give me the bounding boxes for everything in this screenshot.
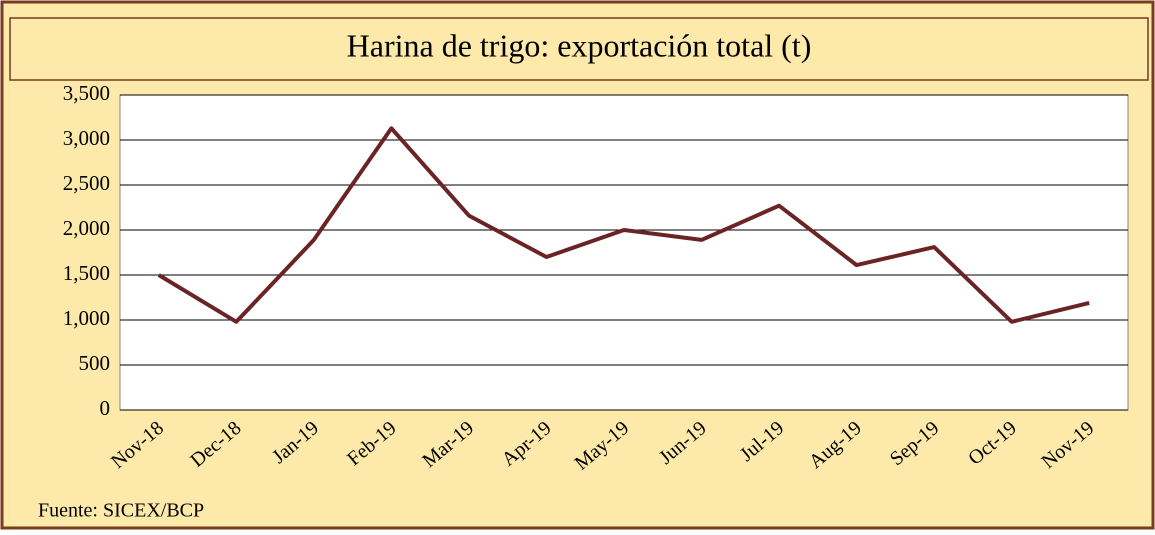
source-note: Fuente: SICEX/BCP [38, 500, 204, 522]
y-tick-label: 500 [79, 351, 111, 375]
y-tick-label: 3,500 [63, 81, 110, 105]
y-tick-label: 0 [100, 396, 111, 420]
title-box [9, 17, 1149, 81]
y-tick-label: 2,000 [63, 216, 110, 240]
y-tick-label: 1,000 [63, 306, 110, 330]
plot-area [119, 94, 1129, 411]
data-line [157, 126, 1090, 324]
y-tick-label: 2,500 [63, 171, 110, 195]
y-tick-label: 3,000 [63, 126, 110, 150]
chart-title: Harina de trigo: exportación total (t) [347, 27, 812, 63]
y-tick-label: 1,500 [63, 261, 110, 285]
